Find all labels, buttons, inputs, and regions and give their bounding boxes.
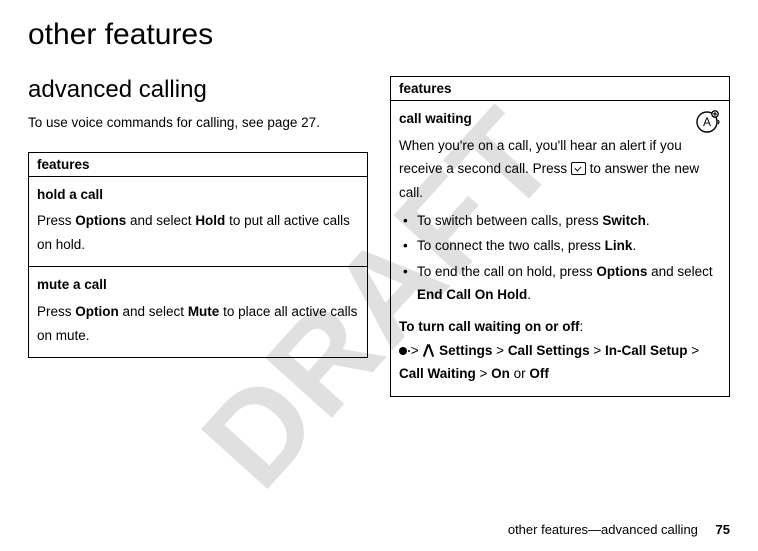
intro-text: To use voice commands for calling, see p… [28, 112, 368, 134]
two-column-layout: advanced calling To use voice commands f… [28, 76, 730, 397]
button-label: Link [605, 238, 633, 253]
toggle-heading: To turn call waiting on or off [399, 319, 579, 334]
button-label: End Call On Hold [417, 287, 527, 302]
footer-text: other features—advanced calling [508, 522, 698, 537]
button-label: Options [75, 213, 126, 228]
button-label: Option [75, 304, 119, 319]
text: Press [37, 304, 75, 319]
text: To end the call on hold, press [417, 264, 596, 279]
menu-label: Off [529, 366, 549, 381]
left-column: advanced calling To use voice commands f… [28, 76, 368, 397]
sep: > [476, 366, 491, 381]
features-table-right: features A call waiting When you'r [390, 76, 730, 397]
menu-label: In-Call Setup [605, 343, 688, 358]
button-label: Mute [188, 304, 220, 319]
text: and select [126, 213, 195, 228]
menu-label: Call Settings [508, 343, 590, 358]
page-number: 75 [716, 522, 730, 537]
text: and select [647, 264, 712, 279]
right-column: features A call waiting When you'r [390, 76, 730, 397]
button-label: Hold [195, 213, 225, 228]
button-label: Options [596, 264, 647, 279]
table-header-features: features [391, 77, 730, 101]
feature-title: hold a call [37, 183, 359, 207]
availability-icon: A [693, 107, 721, 135]
text: and select [119, 304, 188, 319]
sep: > [492, 343, 507, 358]
feature-hold-a-call: hold a call Press Options and select Hol… [29, 176, 368, 267]
menu-label: Settings [439, 343, 492, 358]
button-label: Switch [602, 213, 646, 228]
feature-title: call waiting [399, 107, 721, 131]
center-key-icon [399, 347, 407, 355]
text: or [510, 366, 530, 381]
sep: > [590, 343, 605, 358]
bullet-list: To switch between calls, press Switch. T… [399, 209, 721, 308]
send-key-icon [571, 162, 586, 175]
page-title: other features [28, 18, 730, 52]
menu-label: Call Waiting [399, 366, 476, 381]
features-table-left: features hold a call Press Options and s… [28, 152, 368, 359]
list-item: To end the call on hold, press Options a… [417, 260, 721, 307]
tools-icon [422, 344, 435, 357]
svg-text:A: A [703, 115, 711, 129]
list-item: To switch between calls, press Switch. [417, 209, 721, 233]
page-footer: other features—advanced calling 75 [508, 522, 730, 537]
text: : [579, 319, 583, 334]
text: To switch between calls, press [417, 213, 602, 228]
feature-call-waiting: A call waiting When you're on a call, yo… [391, 101, 730, 397]
feature-title: mute a call [37, 273, 359, 297]
menu-label: On [491, 366, 510, 381]
list-item: To connect the two calls, press Link. [417, 234, 721, 258]
table-header-features: features [29, 152, 368, 176]
page-content: other features advanced calling To use v… [28, 18, 730, 397]
feature-mute-a-call: mute a call Press Option and select Mute… [29, 267, 368, 358]
text: To connect the two calls, press [417, 238, 605, 253]
sep: > [687, 343, 699, 358]
section-title-advanced-calling: advanced calling [28, 76, 368, 104]
text: Press [37, 213, 75, 228]
